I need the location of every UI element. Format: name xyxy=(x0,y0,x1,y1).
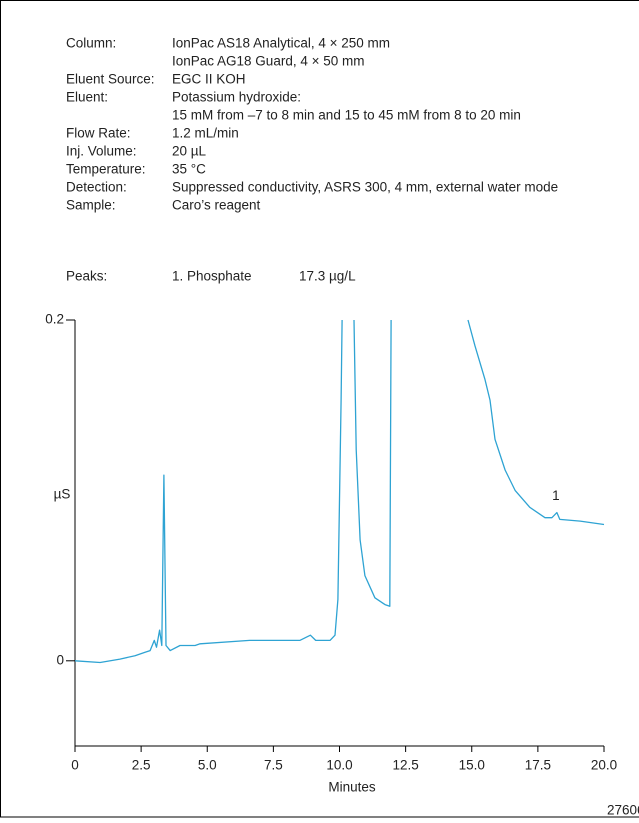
condition-value: IonPac AS18 Analytical, 4 × 250 mm xyxy=(172,36,390,51)
x-tick-label: 15.0 xyxy=(459,758,485,773)
figure-id: 27606 xyxy=(607,803,639,818)
condition-label: Inj. Volume: xyxy=(66,144,137,159)
condition-label: Temperature: xyxy=(66,162,146,177)
condition-value: 35 °C xyxy=(172,162,206,177)
condition-value: 20 µL xyxy=(172,144,207,159)
peak-name: 1. Phosphate xyxy=(172,269,252,284)
condition-label: Eluent: xyxy=(66,90,108,105)
x-tick-label: 0 xyxy=(71,758,79,773)
x-tick-label: 20.0 xyxy=(591,758,617,773)
y-tick-label: 0 xyxy=(56,652,64,667)
condition-value: Suppressed conductivity, ASRS 300, 4 mm,… xyxy=(172,180,558,195)
condition-label: Detection: xyxy=(66,180,127,195)
peaks-label: Peaks: xyxy=(66,269,107,284)
y-axis-label: µS xyxy=(54,487,71,502)
x-tick-label: 2.5 xyxy=(132,758,151,773)
condition-value: Potassium hydroxide: xyxy=(172,90,301,105)
trace xyxy=(75,320,604,663)
y-tick-label: 0.2 xyxy=(45,312,64,327)
peak-annotation: 1 xyxy=(552,488,560,503)
condition-value: IonPac AG18 Guard, 4 × 50 mm xyxy=(172,54,364,69)
condition-value: 1.2 mL/min xyxy=(172,126,239,141)
x-tick-label: 17.5 xyxy=(525,758,551,773)
condition-label: Sample: xyxy=(66,198,116,213)
x-tick-label: 7.5 xyxy=(264,758,283,773)
condition-label: Eluent Source: xyxy=(66,72,155,87)
x-tick-label: 5.0 xyxy=(198,758,217,773)
condition-value: 15 mM from –7 to 8 min and 15 to 45 mM f… xyxy=(172,108,521,123)
condition-value: EGC II KOH xyxy=(172,72,246,87)
x-tick-label: 12.5 xyxy=(392,758,418,773)
condition-label: Column: xyxy=(66,36,116,51)
x-axis-label: Minutes xyxy=(328,780,376,795)
condition-label: Flow Rate: xyxy=(66,126,131,141)
condition-value: Caro’s reagent xyxy=(172,198,261,213)
peak-amount: 17.3 µg/L xyxy=(299,269,356,284)
x-tick-label: 10.0 xyxy=(326,758,352,773)
